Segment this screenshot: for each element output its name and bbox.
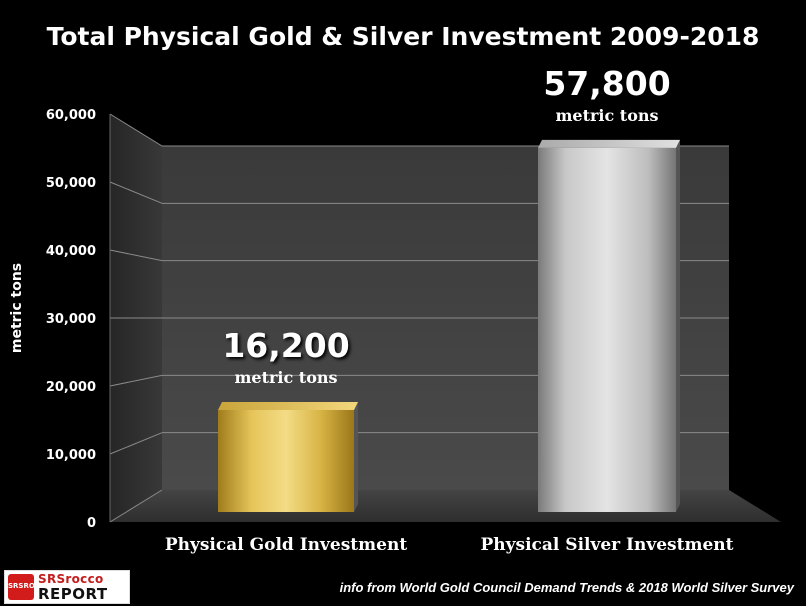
y-tick-label: 30,000 xyxy=(46,312,96,327)
gridline-side xyxy=(109,374,163,387)
gridline-side xyxy=(109,489,163,523)
data-label-gold-value: 16,200 xyxy=(222,325,350,365)
plot-floor xyxy=(110,490,781,522)
bars xyxy=(218,139,680,513)
y-tick-label: 20,000 xyxy=(46,380,96,395)
gridline-side xyxy=(109,181,163,204)
y-tick-label: 10,000 xyxy=(46,448,96,463)
category-label-gold: Physical Gold Investment xyxy=(164,535,408,555)
data-label-gold-unit: metric tons xyxy=(234,367,338,387)
bar-silver-side xyxy=(676,139,680,513)
data-label-silver-value: 57,800 xyxy=(543,63,671,103)
y-tick-label: 0 xyxy=(87,516,96,531)
bar-gold xyxy=(218,409,354,512)
logo-mark-icon: SRSROCCO xyxy=(8,574,51,600)
category-label-silver: Physical Silver Investment xyxy=(480,535,734,555)
gridline-side xyxy=(109,113,163,147)
y-axis-label: metric tons xyxy=(6,248,28,368)
y-axis-ticks: 0 10,000 20,000 30,000 40,000 50,000 60,000 xyxy=(46,108,96,531)
bar-silver xyxy=(538,147,676,513)
data-label-silver-unit: metric tons xyxy=(555,105,659,125)
y-axis-label-text: metric tons xyxy=(9,262,25,354)
y-tick-label: 50,000 xyxy=(46,176,96,191)
bar-gold-top xyxy=(218,401,358,410)
logo-text-report: REPORT xyxy=(38,585,108,603)
bar-gold-side xyxy=(354,401,358,512)
bar-silver-top xyxy=(538,139,680,148)
gridline-side xyxy=(109,432,163,455)
y-tick-label: 60,000 xyxy=(46,108,96,123)
source-note: info from World Gold Council Demand Tren… xyxy=(339,580,794,595)
y-tick-label: 40,000 xyxy=(46,244,96,259)
gridline-side xyxy=(109,249,163,262)
chart-title: Total Physical Gold & Silver Investment … xyxy=(46,22,760,51)
srsrocco-logo: SRSROCCO SRSrocco REPORT xyxy=(4,570,130,604)
logo-text-srsrocco: SRSrocco xyxy=(38,572,104,586)
